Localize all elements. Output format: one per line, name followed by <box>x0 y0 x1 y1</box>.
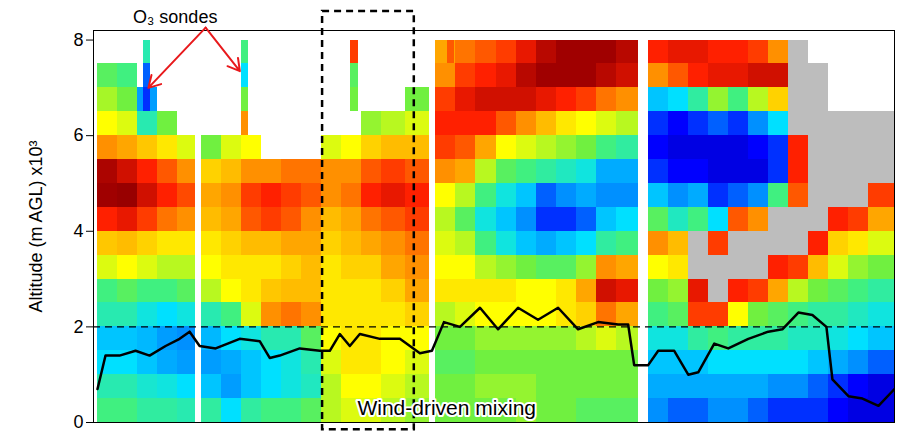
svg-text:2: 2 <box>73 317 83 337</box>
svg-text:Wind-driven mixing: Wind-driven mixing <box>357 396 536 419</box>
svg-text:6: 6 <box>73 125 83 145</box>
svg-text:O₃ sondes: O₃ sondes <box>133 7 217 27</box>
svg-text:Altitude (m AGL) x10³: Altitude (m AGL) x10³ <box>26 140 46 312</box>
svg-text:0: 0 <box>73 412 83 432</box>
svg-text:8: 8 <box>73 30 83 50</box>
svg-text:4: 4 <box>73 221 83 241</box>
